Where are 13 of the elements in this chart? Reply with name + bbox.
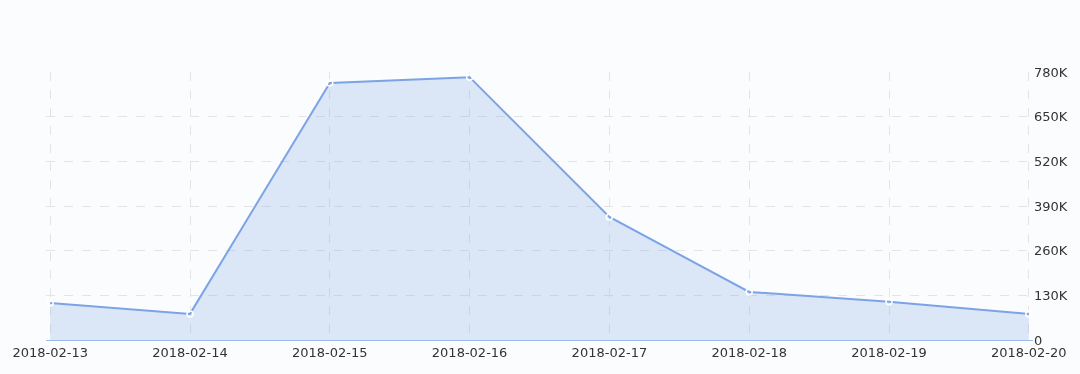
y-tick-label: 520K <box>1034 153 1068 169</box>
x-tick-label: 2018-02-19 <box>851 344 927 360</box>
y-tick-label: 130K <box>1034 287 1068 303</box>
y-tick-label: 260K <box>1034 243 1068 259</box>
y-tick-label: 650K <box>1034 109 1068 125</box>
x-tick-label: 2018-02-17 <box>571 344 648 360</box>
x-tick-label: 2018-02-18 <box>711 344 787 360</box>
x-tick-label: 2018-02-15 <box>292 344 368 360</box>
x-tick-label: 2018-02-14 <box>152 344 228 360</box>
x-tick-label: 2018-02-13 <box>12 344 88 360</box>
y-tick-label: 390K <box>1034 198 1068 214</box>
y-tick-label: 780K <box>1034 64 1068 80</box>
x-tick-label: 2018-02-16 <box>431 344 508 360</box>
